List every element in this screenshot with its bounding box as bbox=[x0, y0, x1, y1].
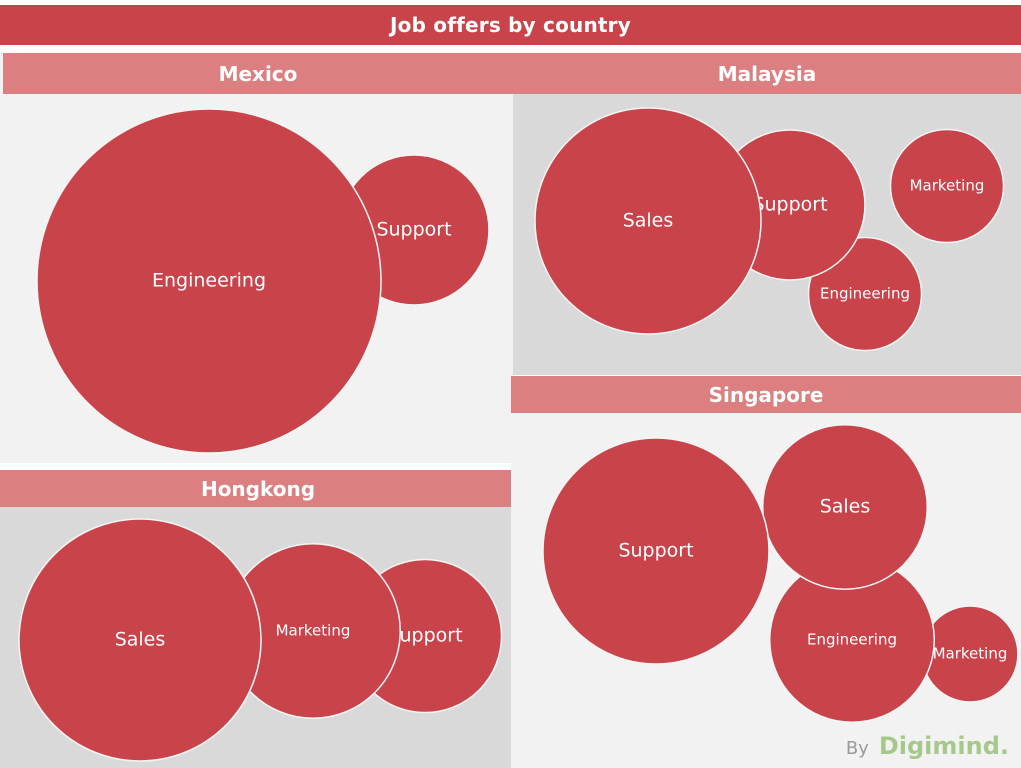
bubble-label: Sales bbox=[623, 210, 674, 232]
bubble-support: Support bbox=[542, 437, 770, 665]
brand-logo: Digimind. bbox=[878, 732, 1009, 760]
bubble-label: Sales bbox=[820, 496, 871, 518]
panel-title-hongkong: Hongkong bbox=[0, 470, 516, 507]
bubble-label: Support bbox=[376, 219, 451, 241]
bubble-marketing: Marketing bbox=[889, 128, 1005, 244]
bubble-engineering: Engineering bbox=[36, 108, 382, 454]
panel-title-malaysia: Malaysia bbox=[513, 53, 1021, 94]
bubble-engineering: Engineering bbox=[807, 236, 923, 352]
bubble-circle bbox=[36, 108, 382, 454]
bubble-chart-mexico: Support Engineering bbox=[36, 108, 490, 454]
bubble-circle bbox=[18, 518, 262, 762]
bubble-sales: Sales bbox=[761, 423, 929, 591]
footer-by: By bbox=[845, 738, 869, 759]
bubble-circle bbox=[761, 423, 929, 591]
bubble-circle bbox=[542, 437, 770, 665]
bubble-label: Support bbox=[618, 540, 693, 562]
panel-mexico: Mexico Support Engineering bbox=[0, 53, 513, 463]
bubble-circle bbox=[807, 236, 923, 352]
bubble-circle bbox=[534, 107, 762, 335]
bubble-label: Support bbox=[387, 625, 462, 647]
bubble-chart-singapore: Marketing Engineering Sales Support bbox=[542, 423, 1019, 724]
bubble-label: Support bbox=[752, 194, 827, 216]
panel-title-mexico: Mexico bbox=[3, 53, 513, 94]
panel-malaysia: Malaysia Marketing Engineering Support Sale… bbox=[513, 53, 1021, 375]
panel-hongkong: Hongkong Support Marketing Sales bbox=[0, 470, 516, 768]
bubble-label: Sales bbox=[115, 629, 166, 651]
bubble-chart-malaysia: Marketing Engineering Support Sales bbox=[534, 107, 1005, 352]
bubble-label: Marketing bbox=[933, 645, 1008, 663]
bubble-label: Engineering bbox=[807, 631, 897, 649]
bubble-label: Marketing bbox=[910, 177, 985, 195]
bubble-chart-hongkong: Support Marketing Sales bbox=[18, 518, 503, 762]
bubble-sales: Sales bbox=[18, 518, 262, 762]
bubble-circle bbox=[889, 128, 1005, 244]
panel-title-singapore: Singapore bbox=[511, 376, 1021, 413]
bubble-sales: Sales bbox=[534, 107, 762, 335]
bubble-label: Engineering bbox=[820, 285, 910, 303]
bubble-label: Marketing bbox=[276, 622, 351, 640]
bubble-label: Engineering bbox=[152, 270, 266, 292]
panel-singapore: Singapore Marketing Engineering Sales Suppo… bbox=[511, 376, 1021, 768]
footer-credit: By Digimind. bbox=[846, 732, 1009, 760]
bubble-marketing: Marketing bbox=[921, 605, 1019, 703]
chart-title: Job offers by country bbox=[0, 5, 1021, 45]
